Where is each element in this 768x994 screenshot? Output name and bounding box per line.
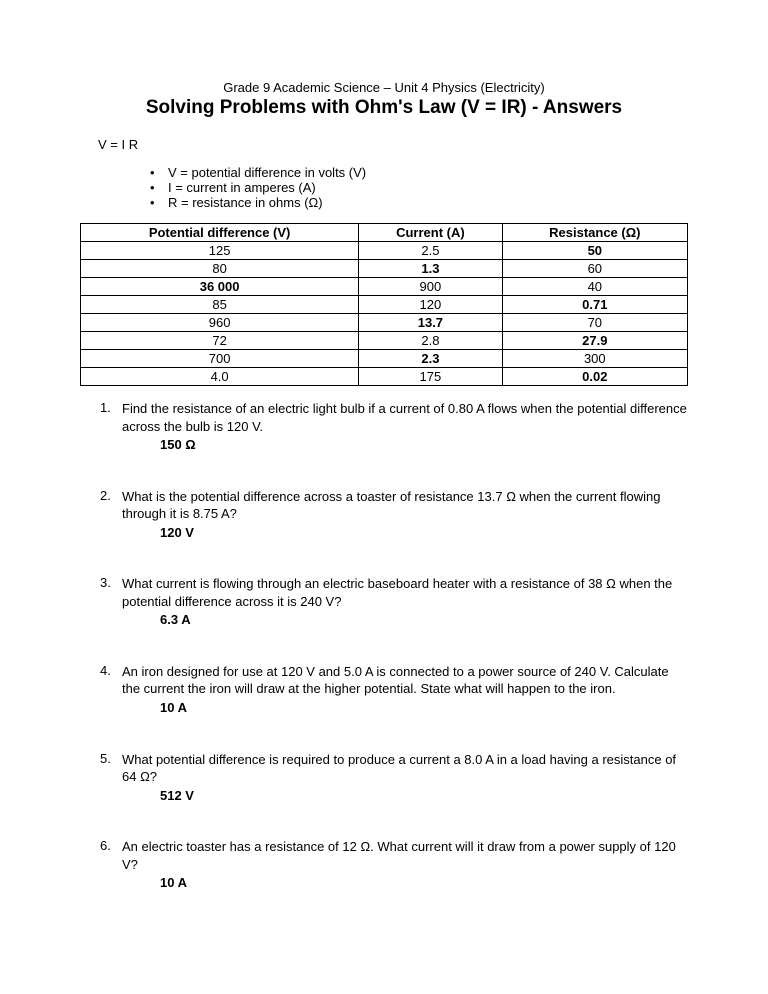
- col-header-r: Resistance (Ω): [502, 224, 687, 242]
- table-cell: 1.3: [359, 260, 502, 278]
- table-cell: 0.71: [502, 296, 687, 314]
- table-cell: 960: [81, 314, 359, 332]
- def-v: V = potential difference in volts (V): [150, 165, 688, 180]
- table-cell: 36 000: [81, 278, 359, 296]
- question-number: 5.: [100, 751, 122, 805]
- question-text: What is the potential difference across …: [122, 489, 660, 522]
- table-cell: 125: [81, 242, 359, 260]
- question-body: What current is flowing through an elect…: [122, 575, 688, 629]
- table-row: 36 00090040: [81, 278, 688, 296]
- question-answer: 120 V: [160, 524, 688, 542]
- table-row: 96013.770: [81, 314, 688, 332]
- question-number: 2.: [100, 488, 122, 542]
- table-cell: 700: [81, 350, 359, 368]
- question-number: 4.: [100, 663, 122, 717]
- question-number: 6.: [100, 838, 122, 892]
- question-number: 1.: [100, 400, 122, 454]
- question-answer: 10 A: [160, 699, 688, 717]
- question-item: 2.What is the potential difference acros…: [100, 488, 688, 542]
- question-text: An iron designed for use at 120 V and 5.…: [122, 664, 669, 697]
- col-header-i: Current (A): [359, 224, 502, 242]
- table-cell: 13.7: [359, 314, 502, 332]
- question-number: 3.: [100, 575, 122, 629]
- question-text: What current is flowing through an elect…: [122, 576, 672, 609]
- question-body: An electric toaster has a resistance of …: [122, 838, 688, 892]
- col-header-v: Potential difference (V): [81, 224, 359, 242]
- questions-list: 1.Find the resistance of an electric lig…: [80, 400, 688, 892]
- table-cell: 2.3: [359, 350, 502, 368]
- table-cell: 50: [502, 242, 687, 260]
- question-item: 1.Find the resistance of an electric lig…: [100, 400, 688, 454]
- table-cell: 72: [81, 332, 359, 350]
- course-header: Grade 9 Academic Science – Unit 4 Physic…: [80, 80, 688, 95]
- table-cell: 120: [359, 296, 502, 314]
- question-body: What potential difference is required to…: [122, 751, 688, 805]
- question-body: Find the resistance of an electric light…: [122, 400, 688, 454]
- table-cell: 2.5: [359, 242, 502, 260]
- question-item: 6.An electric toaster has a resistance o…: [100, 838, 688, 892]
- question-item: 3.What current is flowing through an ele…: [100, 575, 688, 629]
- table-cell: 80: [81, 260, 359, 278]
- question-text: What potential difference is required to…: [122, 752, 676, 785]
- table-cell: 300: [502, 350, 687, 368]
- table-body: 1252.550801.36036 00090040851200.7196013…: [81, 242, 688, 386]
- def-i: I = current in amperes (A): [150, 180, 688, 195]
- table-cell: 85: [81, 296, 359, 314]
- document-page: Grade 9 Academic Science – Unit 4 Physic…: [0, 0, 768, 966]
- table-cell: 40: [502, 278, 687, 296]
- question-answer: 10 A: [160, 874, 688, 892]
- table-header-row: Potential difference (V) Current (A) Res…: [81, 224, 688, 242]
- table-row: 1252.550: [81, 242, 688, 260]
- table-row: 4.01750.02: [81, 368, 688, 386]
- question-body: What is the potential difference across …: [122, 488, 688, 542]
- table-row: 7002.3300: [81, 350, 688, 368]
- question-answer: 512 V: [160, 787, 688, 805]
- question-item: 5.What potential difference is required …: [100, 751, 688, 805]
- question-body: An iron designed for use at 120 V and 5.…: [122, 663, 688, 717]
- table-cell: 0.02: [502, 368, 687, 386]
- table-cell: 175: [359, 368, 502, 386]
- table-row: 851200.71: [81, 296, 688, 314]
- table-row: 722.827.9: [81, 332, 688, 350]
- formula: V = I R: [98, 137, 688, 152]
- table-cell: 27.9: [502, 332, 687, 350]
- variable-definitions: V = potential difference in volts (V) I …: [150, 165, 688, 210]
- def-r: R = resistance in ohms (Ω): [150, 195, 688, 210]
- page-title: Solving Problems with Ohm's Law (V = IR)…: [80, 97, 688, 119]
- question-item: 4.An iron designed for use at 120 V and …: [100, 663, 688, 717]
- question-answer: 6.3 A: [160, 611, 688, 629]
- question-text: An electric toaster has a resistance of …: [122, 839, 676, 872]
- table-cell: 60: [502, 260, 687, 278]
- table-cell: 70: [502, 314, 687, 332]
- question-answer: 150 Ω: [160, 436, 688, 454]
- ohms-law-table: Potential difference (V) Current (A) Res…: [80, 223, 688, 386]
- table-cell: 900: [359, 278, 502, 296]
- table-row: 801.360: [81, 260, 688, 278]
- table-cell: 4.0: [81, 368, 359, 386]
- question-text: Find the resistance of an electric light…: [122, 401, 687, 434]
- table-cell: 2.8: [359, 332, 502, 350]
